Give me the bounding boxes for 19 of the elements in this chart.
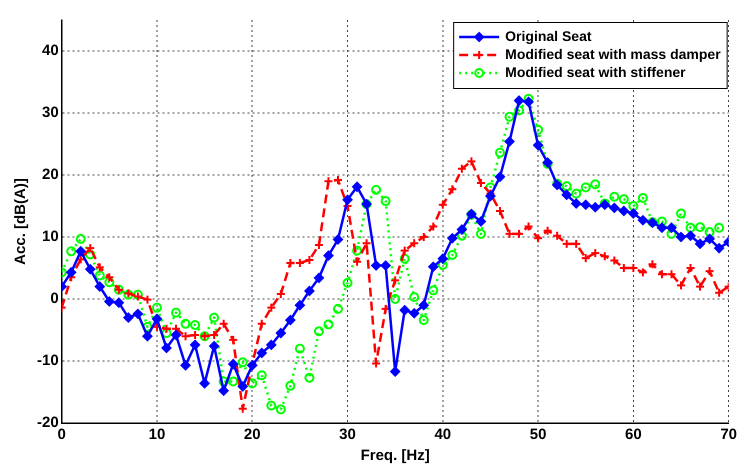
y-tick-label: -20 — [36, 414, 59, 432]
legend-label: Modified seat with stiffener — [505, 64, 686, 80]
legend-label: Modified seat with mass damper — [505, 46, 722, 62]
x-tick-label: 40 — [434, 426, 452, 444]
y-tick-label: 0 — [50, 290, 59, 308]
x-tick-label: 60 — [625, 426, 642, 444]
y-tick-label: 20 — [42, 166, 59, 184]
x-tick-label: 70 — [720, 426, 737, 444]
y-tick-label: -10 — [36, 352, 59, 370]
x-tick-label: 50 — [530, 426, 546, 444]
x-tick-label: 10 — [148, 426, 166, 444]
y-axis-title: Acc. [dB(A)] — [12, 178, 30, 265]
x-tick-label: 20 — [244, 426, 261, 444]
legend-label: Original Seat — [505, 28, 592, 44]
x-axis-title: Freq. [Hz] — [360, 447, 430, 464]
x-tick-label: 30 — [339, 426, 356, 444]
y-tick-label: 30 — [42, 104, 59, 122]
y-tick-label: 40 — [42, 42, 59, 60]
y-tick-label: 10 — [42, 228, 59, 246]
